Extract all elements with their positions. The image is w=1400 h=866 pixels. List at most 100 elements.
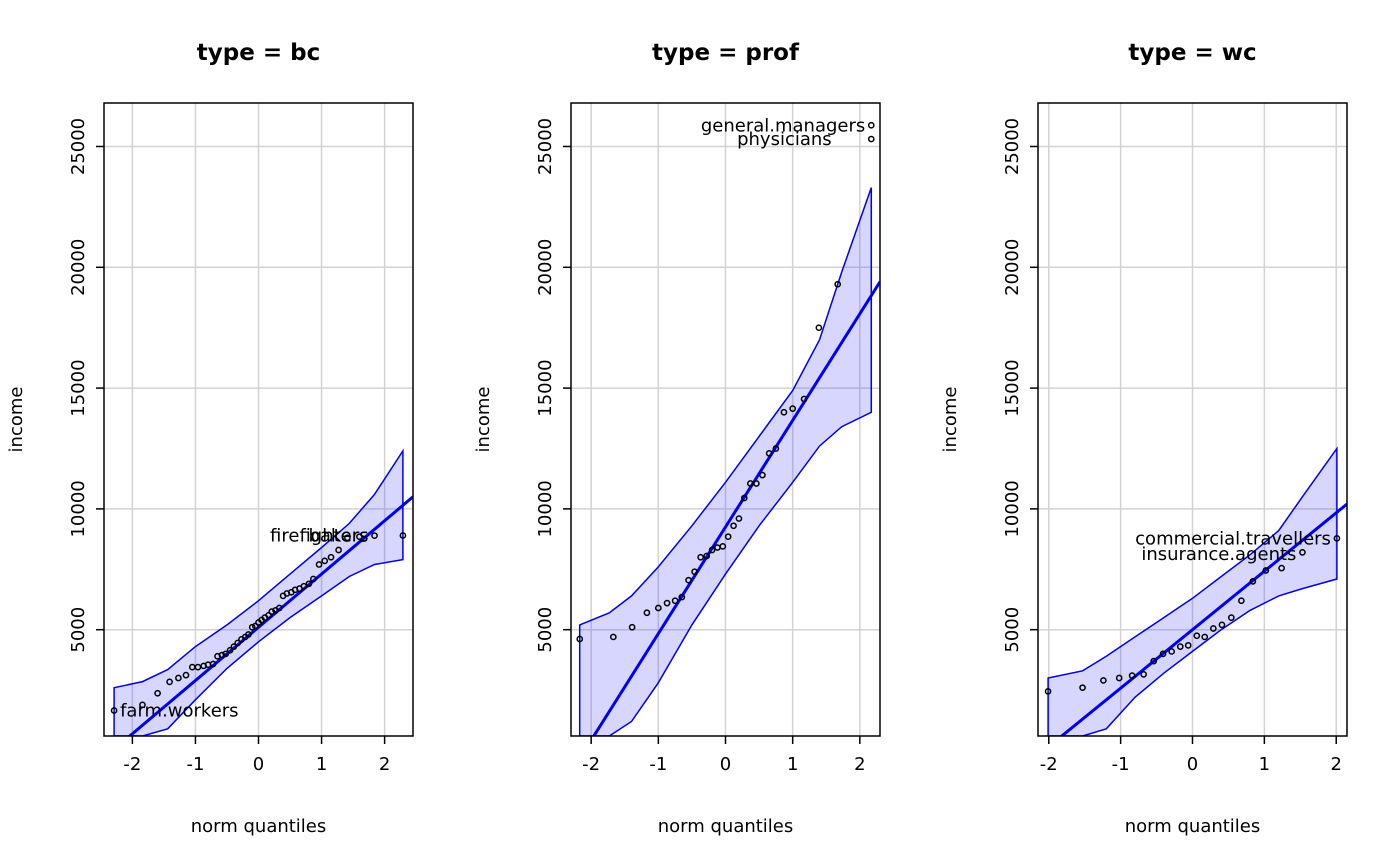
y-tick-label: 5000 [1002,607,1023,653]
data-point [772,445,780,452]
data-point [1278,564,1285,572]
plot-area [571,103,880,736]
x-tick-label: -1 [186,754,204,775]
x-tick-label: 2 [1330,754,1341,775]
data-point [209,660,217,668]
fit-line [127,495,413,736]
data-point [230,643,238,650]
data-point [226,646,234,654]
data-point [175,674,182,682]
data-point [815,324,823,332]
data-point [245,631,252,638]
data-point [1176,643,1184,650]
data-point [1100,677,1107,684]
point-label: bakers [308,526,368,547]
y-tick-label: 25000 [535,118,556,175]
data-point [800,395,808,403]
data-point [628,623,636,631]
data-point [356,533,363,541]
data-point [867,121,875,129]
data-point [1140,671,1147,678]
x-tick-label: 2 [854,754,865,775]
data-point [789,405,797,412]
data-point [759,471,766,479]
y-tick-label: 20000 [1002,239,1023,296]
point-label: physicians [737,129,832,150]
data-point [708,546,716,554]
data-point [154,689,161,697]
data-point [1193,632,1201,640]
data-point [703,552,711,560]
y-axis-label: income [940,387,961,453]
y-axis-label: income [6,387,27,453]
data-point [222,650,230,658]
data-point [1201,633,1209,641]
data-point [678,593,686,601]
x-tick-label: 1 [787,754,798,775]
data-point [218,651,226,659]
data-point [371,532,378,539]
data-point [753,480,760,487]
y-tick-label: 25000 [68,118,89,175]
y-tick-label: 15000 [68,359,89,416]
data-point [1079,684,1086,692]
panel-title: type = prof [652,40,800,66]
data-point [747,480,754,487]
data-point [1262,567,1270,574]
data-point [730,522,737,530]
x-axis-label: norm quantiles [191,816,327,837]
data-point [275,604,283,612]
data-point [780,408,788,416]
data-point [344,534,351,542]
data-point [867,135,875,143]
y-tick-label: 20000 [535,239,556,296]
data-point [609,633,617,641]
x-tick-label: 0 [253,754,264,775]
data-point [315,561,323,568]
data-point [139,701,146,709]
point-label: commercial.travellers [1135,528,1331,549]
point-label: farm.workers [120,700,238,721]
data-point [1150,657,1158,665]
data-point [1209,625,1217,632]
data-point [765,449,773,457]
fit-line [1059,502,1347,736]
x-tick-label: 2 [379,754,390,775]
data-point [1128,672,1136,679]
data-point [671,597,679,605]
x-axis-label: norm quantiles [1125,816,1261,837]
data-point [834,280,842,288]
data-point [305,580,313,588]
y-tick-label: 10000 [1002,480,1023,537]
data-point [691,568,698,576]
data-point [182,671,190,679]
point-label: firefighters [270,526,369,547]
x-tick-label: -2 [582,754,600,775]
point-label: insurance.agents [1141,544,1296,565]
data-point [1115,674,1123,682]
x-tick-label: 1 [316,754,327,775]
data-point [1218,621,1226,629]
x-tick-label: -2 [1040,754,1058,775]
y-axis-label: income [473,387,494,453]
data-point [735,515,743,522]
x-tick-label: -2 [123,754,141,775]
y-tick-label: 10000 [535,480,556,537]
data-point [234,639,242,647]
x-tick-label: 0 [1187,754,1198,775]
data-point [724,533,732,541]
data-point [697,553,704,561]
data-point [1238,597,1245,605]
data-point [335,546,342,554]
data-point [268,608,276,615]
y-tick-label: 25000 [1002,118,1023,175]
x-tick-label: 0 [720,754,731,775]
x-tick-label: -1 [649,754,667,775]
y-tick-label: 20000 [68,239,89,296]
panel-title: type = bc [197,40,320,66]
data-point [576,635,584,643]
data-point [1227,614,1235,621]
data-point [740,494,748,502]
